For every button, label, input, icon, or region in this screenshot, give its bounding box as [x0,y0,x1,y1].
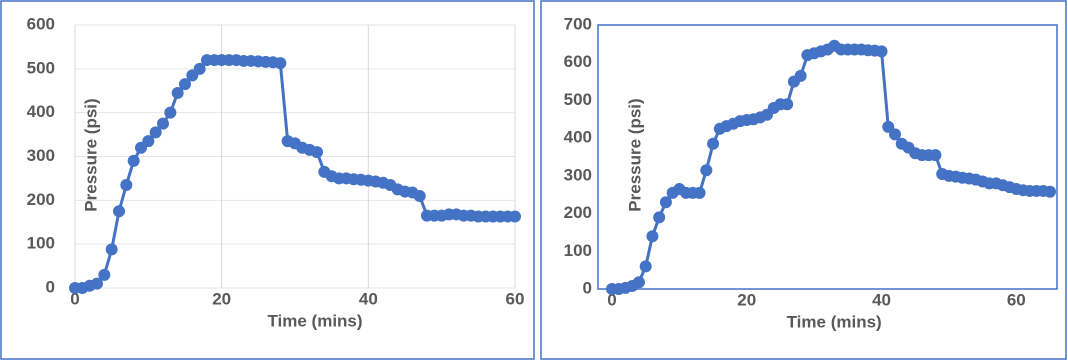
y-tick-label: 600 [27,14,55,33]
x-tick-label: 40 [359,289,378,308]
x-tick-label: 20 [212,289,231,308]
y-tick-label: 400 [564,128,592,147]
y-tick-label: 500 [27,58,55,77]
y-tick-label: 600 [564,52,592,71]
panel-border [540,0,1067,360]
plot-frame [597,24,1058,290]
marker [693,186,706,199]
y-tick-label: 500 [564,90,592,109]
marker [509,210,521,223]
marker [149,126,162,139]
marker [127,154,140,167]
x-axis-title: Time (mins) [787,312,882,331]
marker [929,149,942,162]
marker [707,137,720,150]
marker [91,277,103,290]
y-tick-label: 100 [27,234,55,253]
panel-border [0,0,535,360]
marker [105,243,118,256]
x-tick-label: 0 [607,290,616,309]
marker [875,45,888,58]
y-tick-label: 200 [27,190,55,209]
marker [659,196,672,209]
marker [311,146,323,159]
y-axis-title: Pressure (psi) [81,98,100,211]
marker [653,211,666,224]
marker [639,260,652,273]
y-tick-label: 300 [564,165,592,184]
x-tick-label: 60 [506,289,525,308]
marker [274,57,287,70]
line [75,58,515,290]
marker [113,205,125,218]
x-tick-label: 60 [1007,290,1026,309]
marker [632,276,645,289]
y-tick-label: 300 [27,146,55,165]
marker [646,230,659,243]
y-tick-label: 0 [583,278,592,297]
marker [171,86,184,99]
marker [179,78,191,91]
marker [157,117,169,130]
marker [142,135,155,148]
y-axis-title: Pressure (psi) [625,98,644,211]
x-tick-label: 40 [872,290,891,309]
marker [700,164,713,177]
marker [794,69,807,82]
y-tick-label: 200 [564,203,592,222]
x-tick-label: 20 [737,290,756,309]
line [612,44,1051,291]
marker [193,62,206,75]
marker [413,189,426,202]
marker [1044,185,1056,198]
marker [889,128,902,141]
marker [120,178,133,191]
y-tick-label: 0 [46,277,55,296]
y-tick-label: 100 [564,241,592,260]
x-tick-label: 0 [70,289,79,308]
marker [164,106,177,119]
marker [781,98,794,111]
y-tick-label: 400 [27,102,55,121]
x-axis-title: Time (mins) [267,311,362,330]
y-tick-label: 700 [564,14,592,33]
marker [98,268,111,281]
